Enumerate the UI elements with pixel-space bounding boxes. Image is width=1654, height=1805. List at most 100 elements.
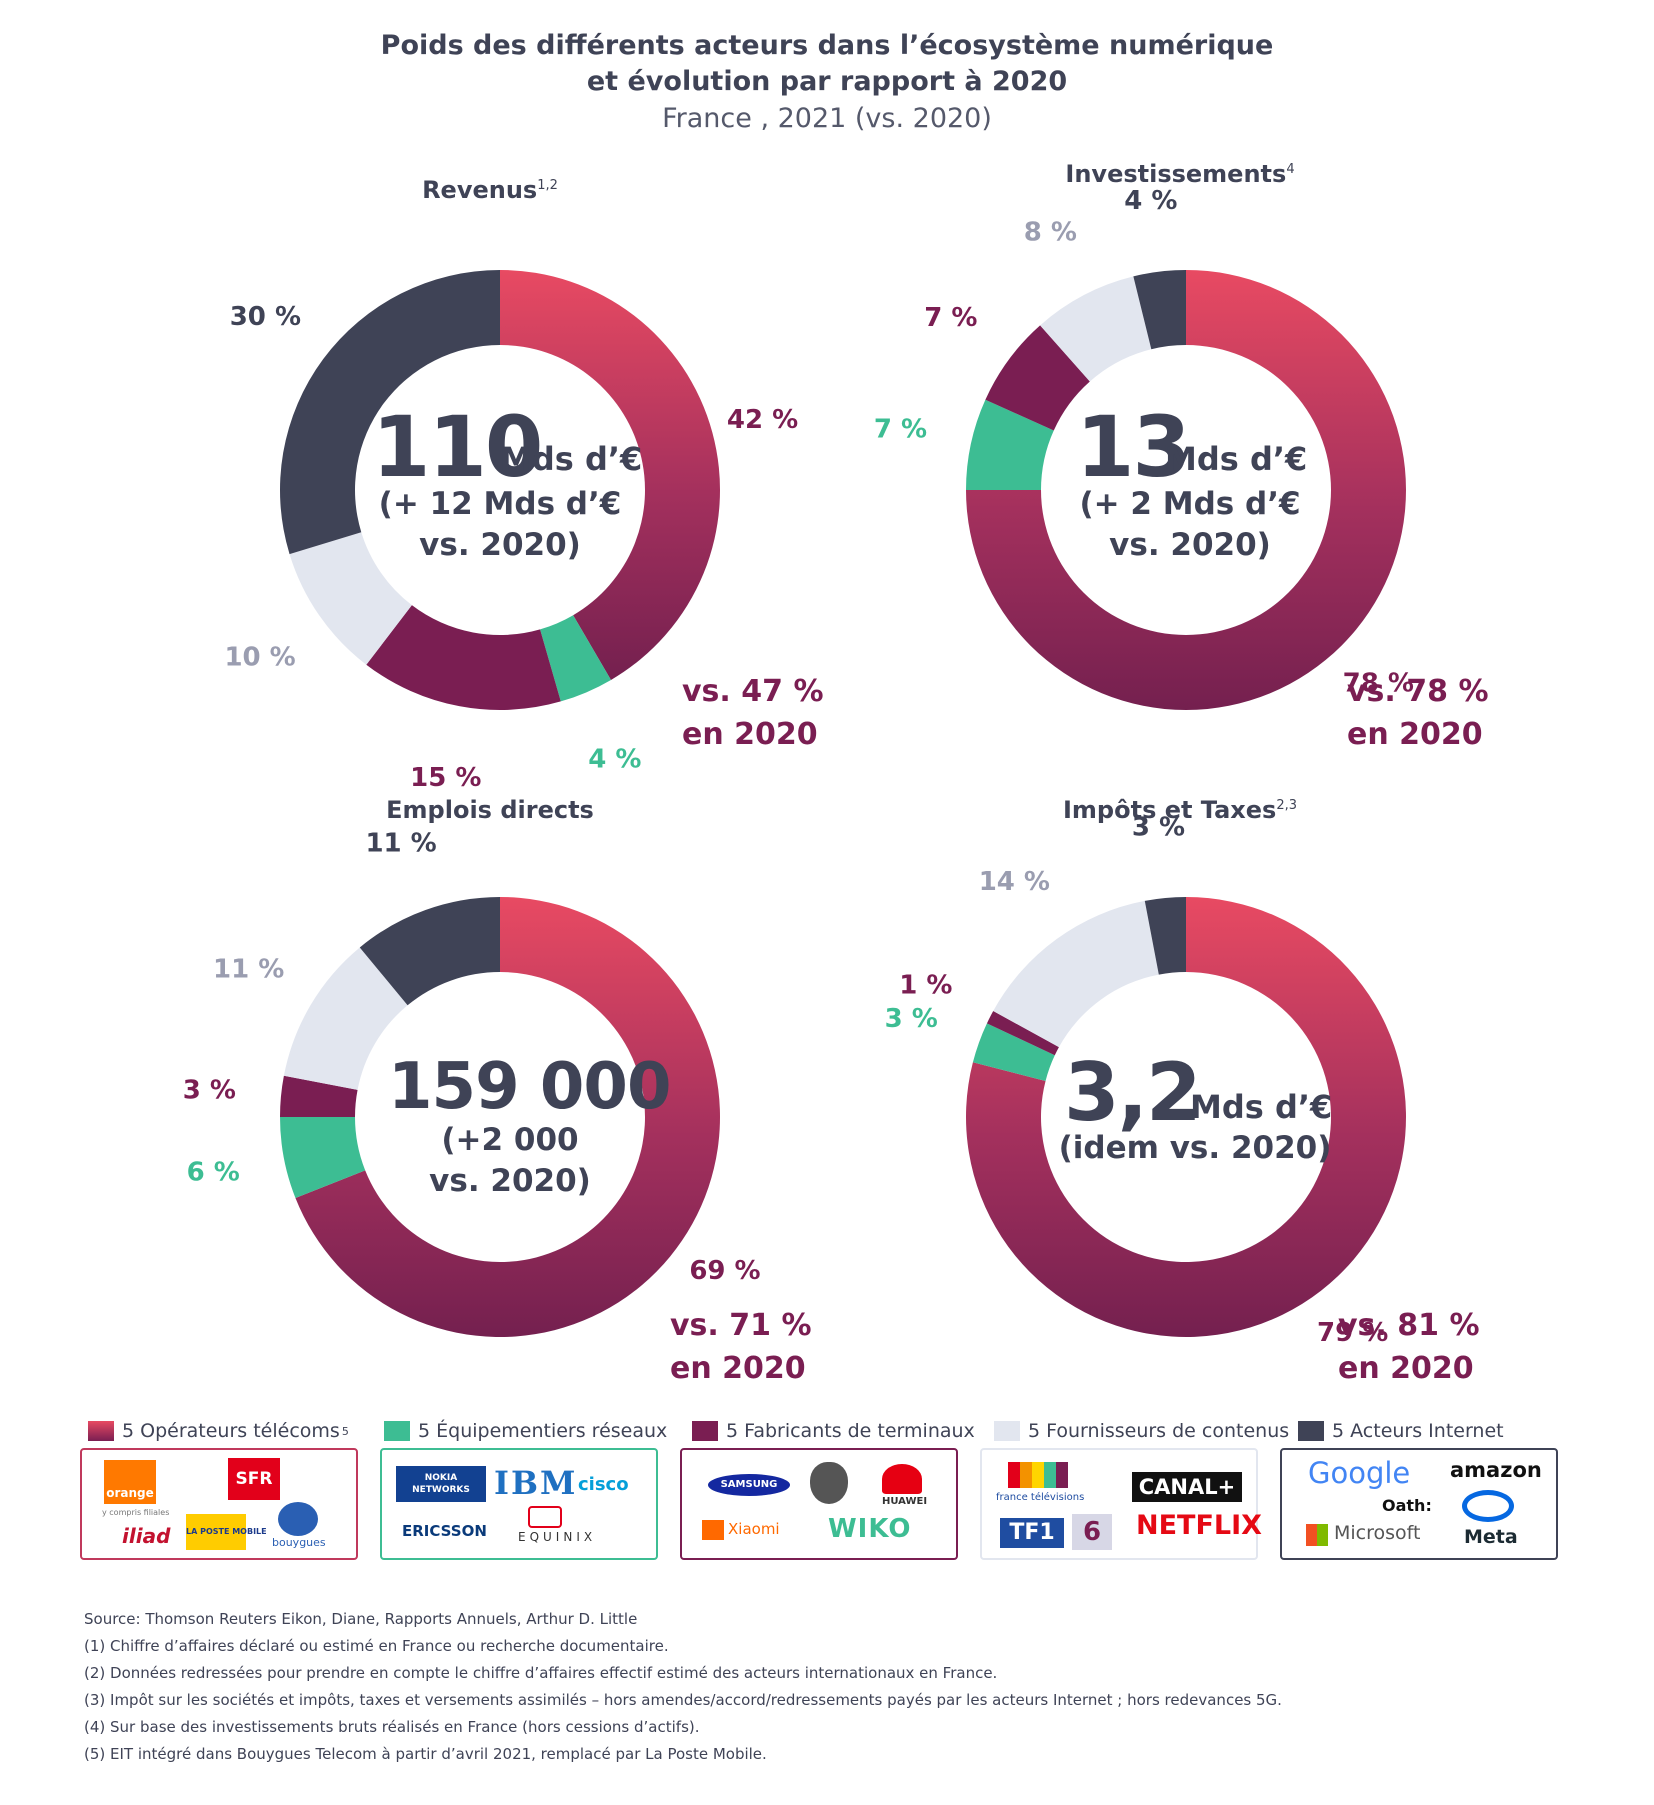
donut-slice-operateurs [966, 270, 1406, 710]
center-unit-investissements: Mds d’€ [1165, 440, 1308, 478]
apple-logo-icon [810, 1462, 848, 1504]
center-unit-revenus: Mds d’€ [500, 440, 643, 478]
ericsson-logo: ERICSSON [402, 1522, 487, 1540]
value-label-fournisseurs: 14 % [979, 867, 1050, 897]
nokia-logo: NOKIA NETWORKS [396, 1466, 486, 1502]
note-3: (3) Impôt sur les sociétés et impôts, ta… [84, 1691, 1282, 1709]
donut-slice-operateurs [295, 897, 720, 1337]
panel-title-impots: Impôts et Taxes2,3 [1062, 796, 1298, 824]
huawei-icon [882, 1464, 922, 1494]
panel-title-emplois: Emplois directs [386, 796, 594, 824]
legend-item-fournisseurs: 5 Fournisseurs de contenus [994, 1420, 1289, 1442]
value-label-fabricants: 3 % [183, 1076, 236, 1106]
logo-box-equipementiers: NOKIA NETWORKS IBM cisco ERICSSON EQUINI… [380, 1448, 658, 1560]
value-label-equipementiers: 6 % [187, 1158, 240, 1188]
equinix-icon [528, 1506, 562, 1528]
center-sub-impots: (idem vs. 2020) [1058, 1130, 1332, 1166]
value-label-operateurs: 42 % [727, 405, 798, 435]
comparison-emplois: vs. 71 % en 2020 [670, 1308, 812, 1386]
legend-swatch [994, 1421, 1020, 1441]
legend-swatch [692, 1421, 718, 1441]
note-source: Source: Thomson Reuters Eikon, Diane, Ra… [84, 1610, 638, 1628]
value-label-operateurs: 78 % [1343, 668, 1414, 698]
donut-slice-equipementiers [540, 615, 611, 702]
footnotes: Source: Thomson Reuters Eikon, Diane, Ra… [84, 1606, 1282, 1768]
value-label-internet: 4 % [1124, 186, 1177, 216]
center-value-revenus: 110 [372, 398, 543, 496]
note-5: (5) EIT intégré dans Bouygues Telecom à … [84, 1745, 767, 1763]
donut-slice-fabricants [280, 1075, 358, 1117]
donut-charts: 42 % 4 % 15 % 10 % 30 % 78 % 7 % 7 % 8 % 4 % 69 % 6… [183, 186, 1414, 1348]
francetv-logo: france télévisions [996, 1492, 1085, 1503]
chart-subtitle: France , 2021 (vs. 2020) [662, 103, 992, 134]
xiaomi-icon [702, 1520, 724, 1540]
logo-box-fabricants: SAMSUNG HUAWEI Xiaomi WIKO [680, 1448, 958, 1560]
value-label-fabricants: 7 % [924, 303, 977, 333]
donut-slice-internet [280, 270, 500, 555]
logo-box-operateurs: orange y compris filiales SFR iliad LA P… [80, 1448, 358, 1560]
donut-slice-fournisseurs [1040, 276, 1152, 382]
tf1-logo: TF1 [1000, 1518, 1064, 1548]
value-label-equipementiers: 7 % [874, 415, 927, 445]
orange-subtext: y compris filiales [102, 1508, 170, 1517]
amazon-logo: amazon [1450, 1458, 1542, 1482]
donut-slice-fabricants [366, 605, 561, 710]
donut-slice-fournisseurs [289, 532, 412, 665]
center-value-emplois: 159 000 [388, 1050, 671, 1124]
donut-slice-fournisseurs [993, 900, 1159, 1048]
donut-slice-operateurs [500, 270, 720, 680]
ibm-logo: IBM [494, 1464, 578, 1502]
laposte-mobile-logo: LA POSTE MOBILE [186, 1514, 267, 1550]
legend-swatch [88, 1421, 114, 1441]
legend-item-fabricants: 5 Fabricants de terminaux [692, 1420, 975, 1442]
center-sub-investissements: (+ 2 Mds d’€ vs. 2020) [1079, 486, 1301, 563]
donut-slice-internet [1133, 270, 1186, 350]
title-line-1: Poids des différents acteurs dans l’écos… [380, 30, 1274, 61]
value-label-internet: 30 % [230, 302, 301, 332]
title-line-2: et évolution par rapport à 2020 [586, 66, 1068, 97]
donut-slice-fabricants [986, 1011, 1059, 1056]
m6-logo: 6 [1072, 1514, 1112, 1550]
note-1: (1) Chiffre d’affaires déclaré ou estimé… [84, 1637, 669, 1655]
cisco-logo: cisco [578, 1474, 629, 1495]
sfr-logo: SFR [228, 1458, 280, 1500]
value-label-operateurs: 79 % [1317, 1318, 1388, 1348]
donut-slice-equipementiers [966, 399, 1054, 490]
donut-slice-operateurs [965, 897, 1406, 1337]
donut-slice-internet [1144, 897, 1186, 975]
value-label-equipementiers: 3 % [885, 1004, 938, 1034]
xiaomi-logo: Xiaomi [728, 1520, 780, 1538]
value-label-equipementiers: 4 % [588, 744, 641, 774]
value-label-fabricants: 15 % [410, 763, 481, 793]
value-label-operateurs: 69 % [689, 1256, 760, 1286]
iliad-logo: iliad [122, 1524, 171, 1548]
value-label-internet: 3 % [1132, 812, 1185, 842]
center-value-impots: 3,2 [1064, 1046, 1202, 1139]
donut-slice-fabricants [985, 325, 1090, 431]
huawei-logo: HUAWEI [882, 1496, 928, 1507]
francetv-icon [1008, 1462, 1068, 1488]
equinix-logo: EQUINIX [518, 1530, 597, 1544]
center-sub-revenus: (+ 12 Mds d’€ vs. 2020) [378, 486, 622, 563]
note-2: (2) Données redressées pour prendre en c… [84, 1664, 998, 1682]
oath-logo: Oath: [1382, 1496, 1432, 1515]
chart-title: Poids des différents acteurs dans l’écos… [0, 28, 1654, 138]
value-label-internet: 11 % [365, 828, 436, 858]
donut-slice-internet [359, 897, 500, 1006]
meta-logo: Meta [1464, 1526, 1518, 1548]
value-label-fournisseurs: 8 % [1024, 217, 1077, 247]
value-label-fournisseurs: 10 % [224, 642, 295, 672]
netflix-logo: NETFLIX [1136, 1510, 1262, 1541]
donut-slice-fournisseurs [283, 947, 408, 1090]
bouygues-icon [278, 1502, 318, 1536]
donut-slice-equipementiers [280, 1117, 366, 1198]
note-4: (4) Sur base des investissements bruts r… [84, 1718, 700, 1736]
comparison-investissements: vs. 78 % en 2020 [1347, 674, 1489, 752]
samsung-logo: SAMSUNG [708, 1474, 790, 1496]
center-value-investissements: 13 [1076, 398, 1191, 496]
legend-item-operateurs: 5 Opérateurs télécoms 5 [88, 1420, 349, 1442]
legend-item-internet: 5 Acteurs Internet [1298, 1420, 1504, 1442]
wiko-logo: WIKO [828, 1514, 912, 1544]
microsoft-logo: Microsoft [1334, 1522, 1421, 1544]
center-sub-emplois: (+2 000 vs. 2020) [429, 1122, 591, 1199]
